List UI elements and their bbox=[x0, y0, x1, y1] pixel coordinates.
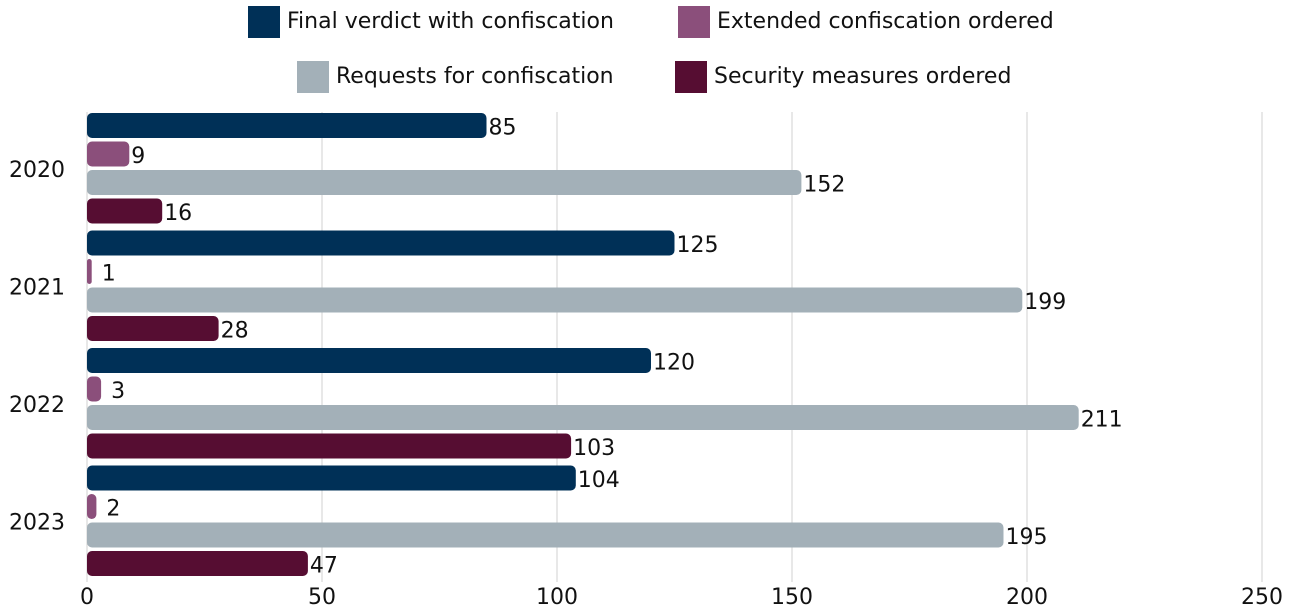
legend-swatch bbox=[248, 6, 280, 38]
value-label: 3 bbox=[111, 379, 125, 404]
x-tick-label: 50 bbox=[308, 585, 336, 610]
bar bbox=[87, 465, 576, 491]
x-tick-label: 200 bbox=[1006, 585, 1048, 610]
value-label: 47 bbox=[310, 554, 338, 579]
y-tick-label: 2021 bbox=[9, 275, 65, 300]
value-label: 120 bbox=[653, 351, 695, 376]
bar bbox=[87, 198, 163, 224]
value-label: 16 bbox=[164, 201, 192, 226]
value-label: 85 bbox=[489, 116, 517, 141]
bar bbox=[87, 433, 572, 459]
y-tick-label: 2023 bbox=[9, 510, 65, 535]
bar bbox=[87, 348, 651, 373]
x-tick-label: 100 bbox=[536, 585, 578, 610]
bar bbox=[87, 170, 802, 195]
value-label: 28 bbox=[221, 319, 249, 344]
legend-swatch bbox=[297, 61, 329, 93]
value-label: 103 bbox=[573, 436, 615, 461]
bar bbox=[87, 113, 487, 138]
value-label: 211 bbox=[1081, 408, 1123, 433]
value-label: 199 bbox=[1024, 290, 1066, 315]
legend-swatch bbox=[678, 6, 710, 38]
bar bbox=[87, 405, 1079, 430]
legend-label: Requests for confiscation bbox=[336, 64, 614, 89]
legend-label: Security measures ordered bbox=[714, 64, 1011, 89]
bar bbox=[87, 551, 308, 576]
value-label: 125 bbox=[677, 233, 719, 258]
legend-label: Final verdict with confiscation bbox=[287, 9, 614, 34]
bar bbox=[87, 230, 675, 256]
value-label: 9 bbox=[131, 144, 145, 169]
x-tick-label: 250 bbox=[1241, 585, 1283, 610]
bar bbox=[87, 287, 1023, 313]
bar bbox=[87, 494, 97, 519]
value-label: 152 bbox=[803, 173, 845, 198]
bar bbox=[87, 522, 1004, 548]
x-tick-label: 150 bbox=[771, 585, 813, 610]
value-label: 104 bbox=[578, 468, 620, 493]
value-label: 195 bbox=[1006, 525, 1048, 550]
bar bbox=[87, 141, 130, 167]
x-tick-label: 0 bbox=[80, 585, 94, 610]
bar bbox=[87, 376, 102, 402]
legend-swatch bbox=[675, 61, 707, 93]
y-tick-label: 2020 bbox=[9, 158, 65, 183]
value-label: 1 bbox=[102, 262, 116, 287]
bar bbox=[87, 316, 219, 341]
legend-label: Extended confiscation ordered bbox=[717, 9, 1054, 34]
y-tick-label: 2022 bbox=[9, 393, 65, 418]
bar bbox=[87, 259, 92, 284]
value-label: 2 bbox=[106, 497, 120, 522]
